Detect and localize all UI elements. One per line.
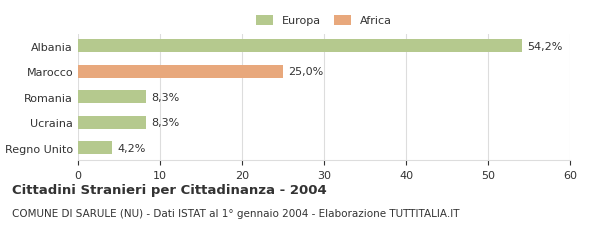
Text: 25,0%: 25,0% xyxy=(288,67,323,77)
Text: 8,3%: 8,3% xyxy=(151,118,179,128)
Bar xyxy=(78,116,146,129)
Text: Cittadini Stranieri per Cittadinanza - 2004: Cittadini Stranieri per Cittadinanza - 2… xyxy=(12,183,327,196)
Text: 8,3%: 8,3% xyxy=(151,92,179,102)
Bar xyxy=(78,40,523,53)
Text: COMUNE DI SARULE (NU) - Dati ISTAT al 1° gennaio 2004 - Elaborazione TUTTITALIA.: COMUNE DI SARULE (NU) - Dati ISTAT al 1°… xyxy=(12,208,460,218)
Bar xyxy=(78,141,112,155)
Bar xyxy=(78,65,283,79)
Text: 54,2%: 54,2% xyxy=(527,42,563,52)
Text: 4,2%: 4,2% xyxy=(118,143,146,153)
Bar xyxy=(78,91,146,104)
Legend: Europa, Africa: Europa, Africa xyxy=(256,16,392,26)
